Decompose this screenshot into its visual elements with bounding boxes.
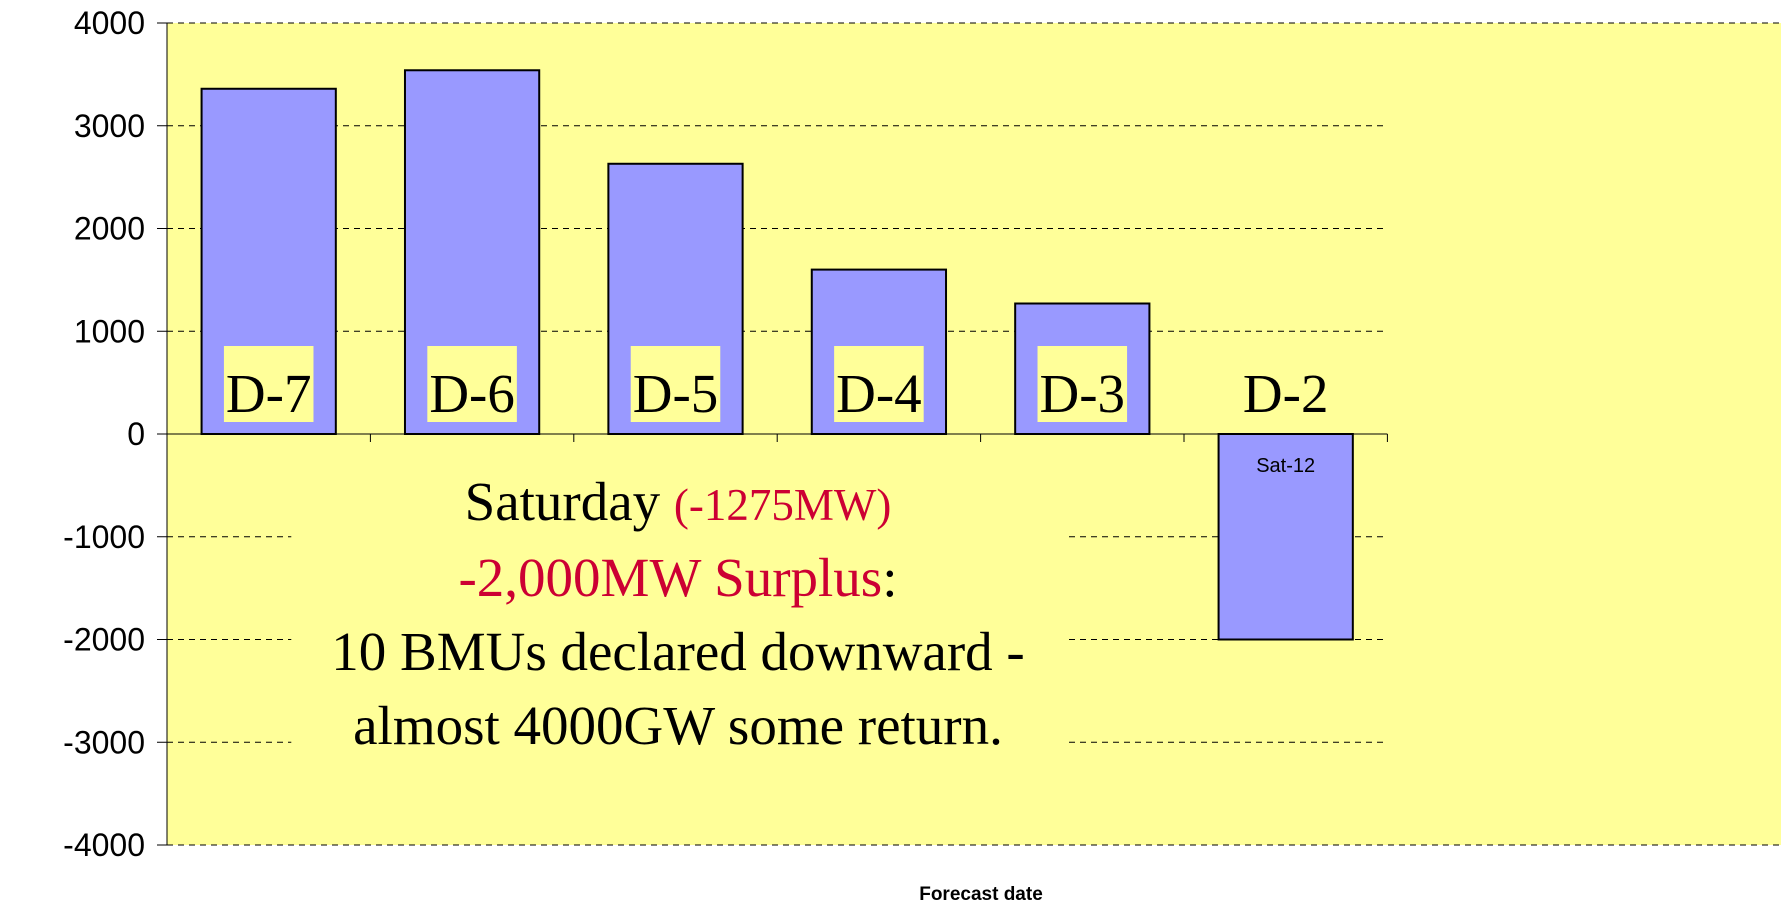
category-label-group: D-6 [427,346,517,424]
annotation-part: : [882,547,897,608]
y-tick-label: -3000 [63,724,145,760]
category-label: D-7 [226,363,312,424]
annotation-line: 10 BMUs declared downward - [331,621,1024,682]
y-tick-label: 2000 [74,211,145,247]
y-tick-label: 3000 [74,108,145,144]
annotation-part: almost 4000GW some return. [353,695,1003,756]
bar-label: Sat-12 [1256,455,1315,477]
category-label-group: D-4 [834,346,924,424]
category-label: D-4 [836,363,922,424]
y-tick-label: 4000 [74,5,145,41]
y-tick-label: -2000 [63,622,145,658]
bar [1217,433,1354,641]
category-label-group: D-7 [223,346,314,424]
category-label: D-3 [1040,363,1126,424]
category-label-group: D-3 [1037,346,1128,424]
annotation-box [291,463,1065,762]
annotation-line: almost 4000GW some return. [353,695,1003,756]
category-label-box [834,346,924,422]
annotation-part: Saturday [465,471,674,532]
annotation-part: -2,000MW Surplus [458,547,882,608]
category-label-group: D-5 [630,346,721,424]
category-label-box [223,346,314,422]
annotation-line: Saturday (-1275MW) [465,471,892,532]
category-label: D-6 [429,363,515,424]
x-axis-label: Forecast date [919,884,1043,905]
annotation-part: 10 BMUs declared downward - [331,621,1024,682]
y-tick-label: -1000 [63,519,145,555]
category-label: D-5 [633,363,719,424]
category-label-box [630,346,721,422]
category-label-box [427,346,517,422]
category-label-box [1037,346,1128,422]
y-tick-label: 1000 [74,313,145,349]
annotation-part: (-1275MW) [674,480,891,530]
y-tick-label: 0 [127,416,145,452]
category-label-group: D-2 [1243,363,1329,424]
y-tick-label: -4000 [63,827,145,863]
annotation-line: -2,000MW Surplus: [458,547,897,608]
annotation: Saturday (-1275MW) -2,000MW Surplus: 10 BM… [331,471,1024,756]
category-label: D-2 [1243,363,1329,424]
